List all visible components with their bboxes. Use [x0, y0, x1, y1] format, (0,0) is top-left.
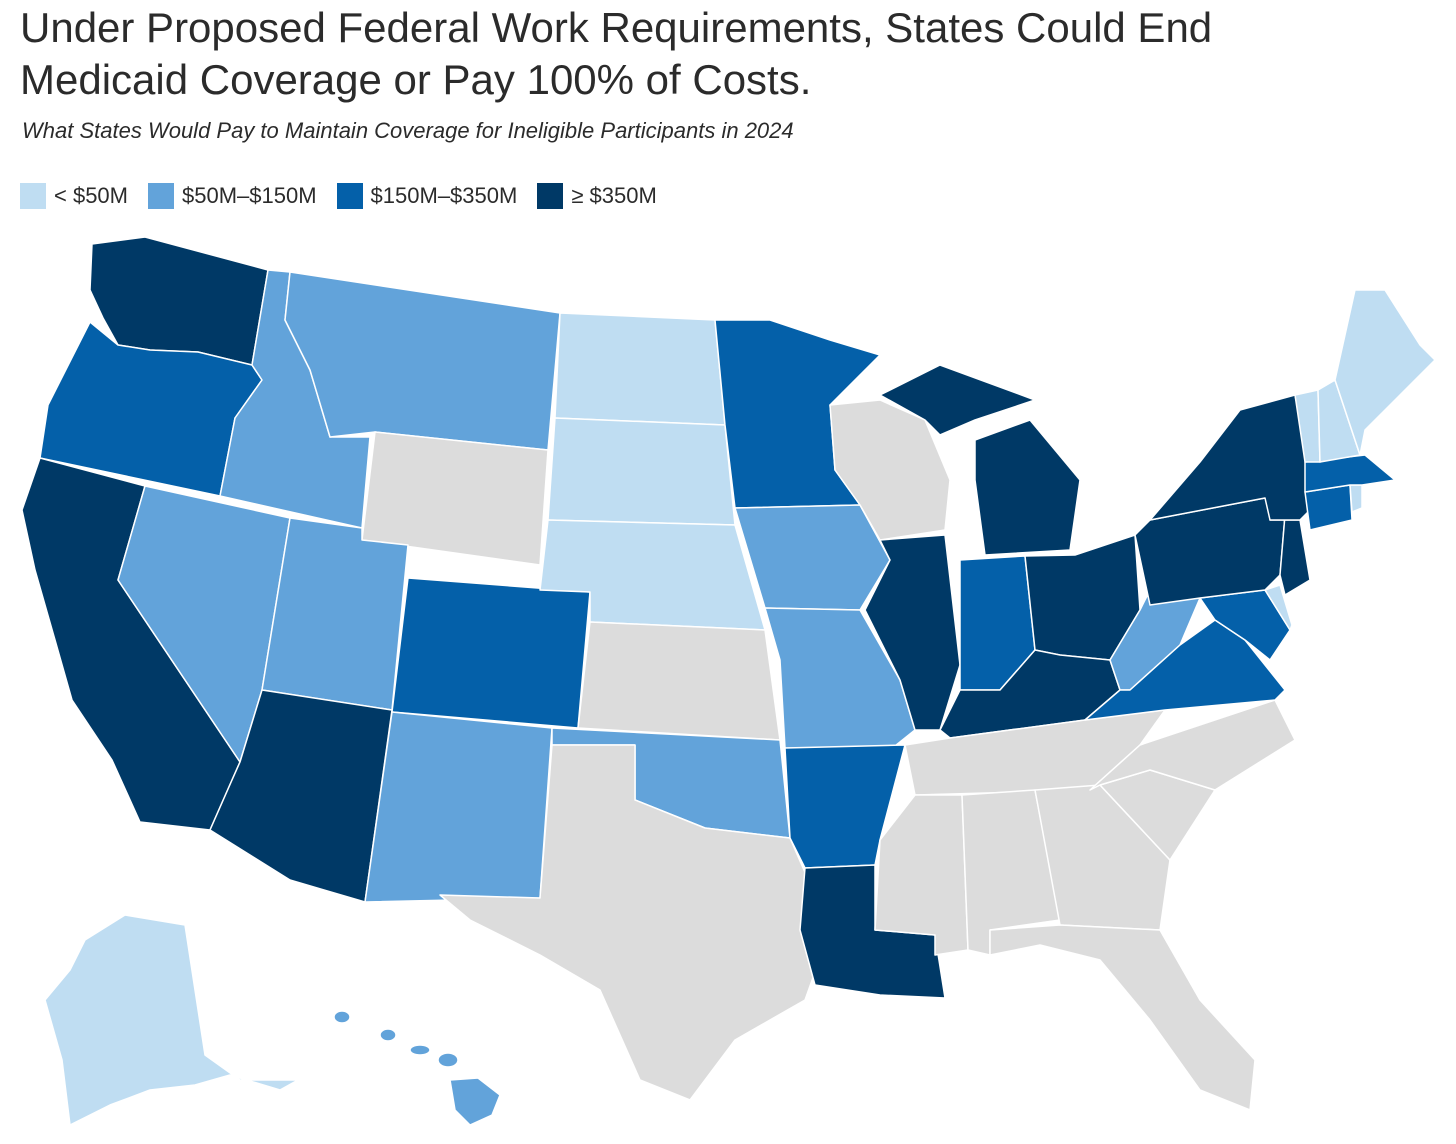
- legend-item-lt-50m: < $50M: [20, 183, 128, 209]
- legend-label: ≥ $350M: [571, 183, 657, 208]
- legend-label: $50M–$150M: [182, 183, 317, 208]
- legend-swatch: [537, 183, 564, 209]
- title-line-1: Under Proposed Federal Work Requirements…: [20, 4, 1213, 51]
- state-new-york: [1149, 394, 1311, 521]
- state-michigan: [879, 364, 1081, 556]
- chart-subtitle: What States Would Pay to Maintain Covera…: [22, 118, 794, 143]
- state-wyoming: [361, 431, 549, 566]
- legend: < $50M $50M–$150M $150M–$350M ≥ $350M: [20, 183, 657, 209]
- legend-label: < $50M: [54, 183, 128, 208]
- state-mississippi: [874, 794, 969, 956]
- state-colorado: [391, 577, 591, 729]
- legend-swatch: [336, 183, 363, 209]
- chart-title: Under Proposed Federal Work Requirements…: [20, 2, 1420, 106]
- state-north-carolina: [1089, 699, 1296, 791]
- state-louisiana: [799, 864, 946, 999]
- legend-swatch: [20, 183, 46, 209]
- hawaii-island-oahu: [379, 1028, 397, 1042]
- state-delaware: [1264, 584, 1293, 631]
- hawaii-island-molokai: [409, 1044, 431, 1056]
- legend-item-150m-350m: $150M–$350M: [336, 183, 518, 209]
- state-hawaii: [333, 1010, 501, 1126]
- state-georgia: [1034, 784, 1171, 931]
- hawaii-island-maui: [437, 1052, 459, 1068]
- state-massachusetts: [1304, 454, 1396, 493]
- legend-label: $150M–$350M: [370, 183, 518, 208]
- state-wisconsin: [829, 399, 951, 541]
- state-connecticut: [1304, 484, 1353, 531]
- hawaii-island-big-island: [449, 1077, 501, 1126]
- hawaii-island-kauai: [333, 1010, 351, 1024]
- state-new-mexico: [364, 711, 553, 903]
- title-line-2: Medicaid Coverage or Pay 100% of Costs.: [20, 56, 812, 103]
- state-north-dakota: [554, 312, 726, 426]
- state-florida: [989, 924, 1256, 1111]
- state-missouri: [764, 607, 916, 751]
- state-tennessee: [904, 709, 1166, 796]
- state-iowa: [734, 504, 891, 611]
- state-rhode-island: [1349, 484, 1363, 513]
- state-maine: [1334, 289, 1436, 456]
- state-south-dakota: [547, 417, 736, 526]
- state-montana: [284, 271, 561, 451]
- state-kansas: [577, 621, 781, 741]
- state-alaska: [44, 914, 299, 1126]
- legend-item-50m-150m: $50M–$150M: [148, 183, 317, 209]
- legend-item-gte-350m: ≥ $350M: [537, 183, 657, 209]
- state-illinois: [864, 534, 961, 731]
- state-texas: [439, 744, 831, 1101]
- legend-swatch: [148, 183, 174, 209]
